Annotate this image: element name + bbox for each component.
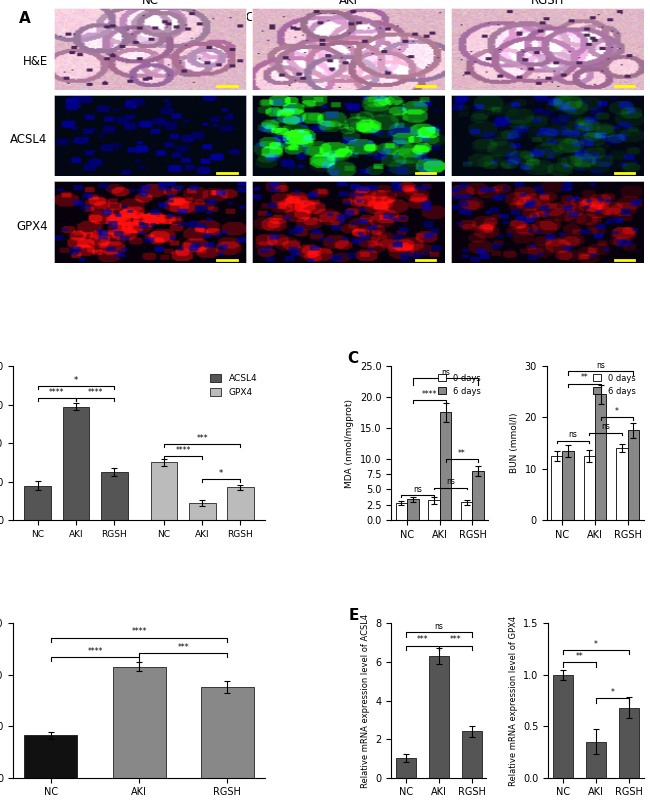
Text: E: E	[348, 608, 359, 623]
Y-axis label: MDA (nmol/mgprot): MDA (nmol/mgprot)	[345, 399, 354, 488]
Bar	[112, 667, 166, 778]
Bar	[586, 742, 606, 778]
Text: *: *	[74, 377, 78, 386]
Text: ****: ****	[131, 627, 147, 637]
Text: ****: ****	[87, 647, 103, 656]
Bar	[461, 502, 473, 520]
Bar	[473, 471, 484, 520]
Bar	[62, 407, 90, 520]
Text: H&E: H&E	[22, 54, 47, 68]
Text: ns: ns	[434, 621, 443, 630]
Text: ****: ****	[49, 388, 65, 397]
Bar	[440, 412, 451, 520]
Bar	[628, 430, 639, 520]
Y-axis label: BUN (mmol/l): BUN (mmol/l)	[510, 413, 519, 473]
Bar	[396, 758, 415, 778]
Text: AKI: AKI	[382, 11, 401, 23]
Legend: 0 days, 6 days: 0 days, 6 days	[590, 370, 640, 399]
Bar	[25, 735, 77, 778]
Text: C: C	[348, 351, 359, 365]
Text: *: *	[594, 640, 598, 649]
Bar	[429, 656, 449, 778]
Text: ns: ns	[596, 361, 605, 370]
Bar	[201, 687, 254, 778]
Text: **: **	[458, 449, 465, 458]
Title: AKI: AKI	[339, 0, 358, 7]
Y-axis label: Relative mRNA expression level of GPX4: Relative mRNA expression level of GPX4	[509, 616, 517, 786]
Bar	[25, 485, 51, 520]
Bar	[595, 394, 606, 520]
Bar	[552, 675, 573, 778]
Text: ***: ***	[417, 635, 428, 644]
Bar	[616, 448, 628, 520]
Text: ns: ns	[413, 484, 423, 493]
Text: **: **	[580, 373, 588, 382]
Bar	[619, 708, 639, 778]
Text: ns: ns	[446, 477, 455, 486]
Text: ***: ***	[177, 642, 189, 652]
Text: ns: ns	[569, 430, 577, 439]
Bar	[101, 472, 127, 520]
Text: ****: ****	[176, 446, 191, 454]
Text: ****: ****	[87, 388, 103, 397]
Text: ****: ****	[421, 390, 437, 399]
Text: A: A	[20, 11, 31, 26]
Legend: ACSL4, GPX4: ACSL4, GPX4	[207, 370, 261, 401]
Text: *: *	[615, 407, 619, 416]
Bar	[227, 488, 254, 520]
Bar	[396, 503, 407, 520]
Text: ***: ***	[450, 635, 461, 644]
Text: ACSL4: ACSL4	[10, 133, 47, 146]
Bar	[551, 456, 562, 520]
Text: *: *	[219, 469, 224, 478]
Text: GPX4: GPX4	[16, 220, 47, 232]
Text: RGSH: RGSH	[519, 11, 553, 23]
Title: RGSH: RGSH	[530, 0, 564, 7]
Bar	[151, 463, 177, 520]
Legend: 0 days, 6 days: 0 days, 6 days	[435, 370, 484, 399]
Text: ns: ns	[441, 368, 450, 377]
Bar	[562, 451, 574, 520]
Y-axis label: Relative mRNA expression level of ACSL4: Relative mRNA expression level of ACSL4	[361, 613, 370, 787]
Bar	[428, 501, 440, 520]
Text: ns: ns	[601, 422, 610, 431]
Bar	[188, 503, 216, 520]
Text: **: **	[575, 652, 583, 661]
Bar	[462, 731, 482, 778]
Bar	[584, 456, 595, 520]
Text: NC: NC	[238, 11, 255, 23]
Text: *: *	[610, 688, 614, 697]
Text: ***: ***	[196, 434, 208, 443]
Bar	[407, 499, 419, 520]
Title: NC: NC	[142, 0, 159, 7]
